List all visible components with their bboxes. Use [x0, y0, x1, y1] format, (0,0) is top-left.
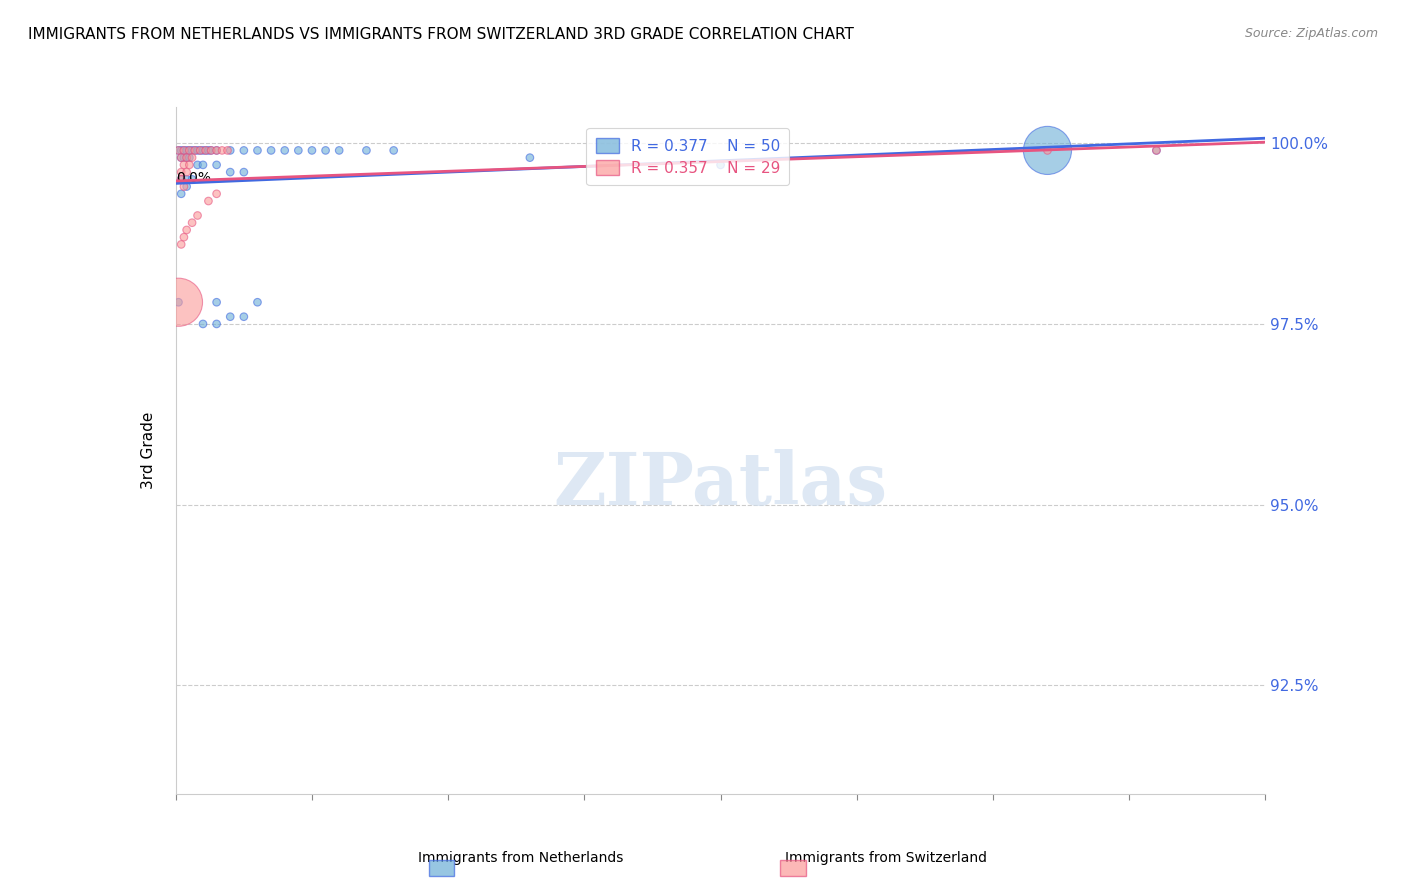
Point: [197, 194, 219, 208]
Point: [181, 172, 204, 186]
Point: [179, 158, 201, 172]
Point: [200, 144, 222, 158]
Point: [315, 144, 337, 158]
Point: [176, 223, 198, 237]
Point: [184, 144, 207, 158]
Text: ZIPatlas: ZIPatlas: [554, 450, 887, 520]
Point: [170, 144, 193, 158]
Point: [205, 144, 228, 158]
Point: [205, 295, 228, 310]
Point: [1144, 144, 1167, 158]
Point: [1144, 144, 1167, 158]
Point: [170, 172, 193, 186]
Text: Immigrants from Netherlands: Immigrants from Netherlands: [418, 851, 623, 865]
Point: [167, 295, 190, 310]
Point: [179, 144, 201, 158]
Point: [184, 144, 207, 158]
Point: [179, 144, 201, 158]
Point: [200, 144, 222, 158]
Point: [191, 158, 214, 172]
Point: [173, 230, 195, 244]
Point: [328, 144, 350, 158]
Point: [217, 144, 239, 158]
Point: [191, 317, 214, 331]
Point: [181, 151, 204, 165]
Point: [205, 186, 228, 201]
Point: [170, 151, 193, 165]
Point: [197, 144, 219, 158]
Point: [194, 144, 217, 158]
Point: [356, 144, 378, 158]
Point: [188, 144, 211, 158]
Point: [173, 144, 195, 158]
Point: [167, 295, 190, 310]
Text: Immigrants from Switzerland: Immigrants from Switzerland: [785, 851, 987, 865]
Point: [176, 172, 198, 186]
Point: [219, 310, 242, 324]
Point: [710, 158, 733, 172]
Point: [382, 144, 405, 158]
Point: [167, 144, 190, 158]
Legend: R = 0.377    N = 50, R = 0.357    N = 29: R = 0.377 N = 50, R = 0.357 N = 29: [586, 128, 789, 185]
Point: [232, 144, 254, 158]
Point: [173, 158, 195, 172]
Point: [173, 179, 195, 194]
Text: 0.0%: 0.0%: [176, 171, 211, 185]
Point: [287, 144, 309, 158]
Text: IMMIGRANTS FROM NETHERLANDS VS IMMIGRANTS FROM SWITZERLAND 3RD GRADE CORRELATION: IMMIGRANTS FROM NETHERLANDS VS IMMIGRANT…: [28, 27, 853, 42]
Point: [176, 151, 198, 165]
Point: [205, 317, 228, 331]
Point: [170, 237, 193, 252]
Point: [232, 165, 254, 179]
Point: [232, 310, 254, 324]
Point: [219, 165, 242, 179]
Point: [274, 144, 297, 158]
Point: [519, 151, 541, 165]
Point: [173, 151, 195, 165]
Point: [181, 144, 204, 158]
Point: [1036, 144, 1059, 158]
Point: [194, 144, 217, 158]
Point: [170, 165, 193, 179]
Point: [186, 158, 209, 172]
Point: [170, 186, 193, 201]
Point: [176, 179, 198, 194]
Point: [1036, 144, 1059, 158]
Point: [186, 144, 209, 158]
Point: [205, 144, 228, 158]
Text: Source: ZipAtlas.com: Source: ZipAtlas.com: [1244, 27, 1378, 40]
Point: [181, 216, 204, 230]
Point: [246, 295, 269, 310]
Point: [170, 151, 193, 165]
Text: 3rd Grade: 3rd Grade: [141, 412, 156, 489]
Point: [211, 144, 233, 158]
Point: [191, 144, 214, 158]
Point: [176, 165, 198, 179]
Point: [186, 209, 209, 223]
Point: [188, 144, 211, 158]
Point: [219, 144, 242, 158]
Point: [176, 151, 198, 165]
Point: [260, 144, 283, 158]
Point: [179, 151, 201, 165]
Point: [246, 144, 269, 158]
Point: [301, 144, 323, 158]
Point: [167, 144, 190, 158]
Point: [176, 144, 198, 158]
Point: [205, 158, 228, 172]
Point: [173, 144, 195, 158]
Point: [170, 172, 193, 186]
